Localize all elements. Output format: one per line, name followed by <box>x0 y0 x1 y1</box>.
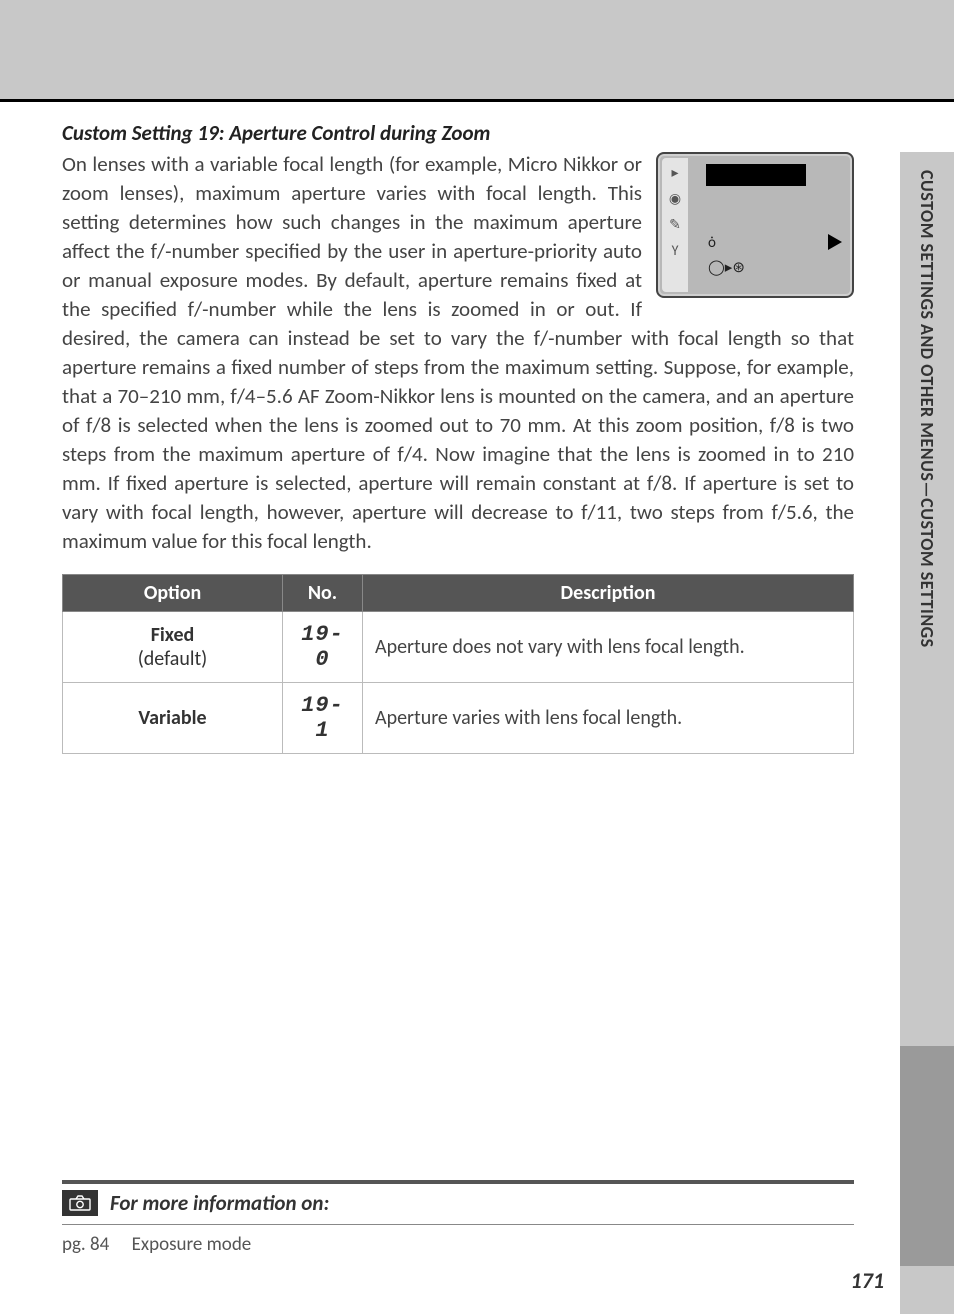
section-heading: Custom Setting 19: Aperture Control duri… <box>62 120 854 146</box>
footer-title: For more information on: <box>110 1190 329 1216</box>
table-row: Fixed (default) 19-0 Aperture does not v… <box>63 611 854 682</box>
top-gray-band <box>0 0 954 102</box>
table-header-row: Option No. Description <box>63 574 854 611</box>
camera-icon <box>62 1190 98 1216</box>
cell-desc: Aperture does not vary with lens focal l… <box>363 611 854 682</box>
footer-block: For more information on: pg. 84 Exposure… <box>62 1180 854 1256</box>
cell-option: Fixed (default) <box>63 611 283 682</box>
option-main: Variable <box>138 706 206 730</box>
option-main: Fixed <box>151 623 195 647</box>
lcd-pencil-icon: ✎ <box>666 216 684 234</box>
lcd-row-2: ȯ <box>708 234 716 252</box>
side-tab-dark <box>900 1046 954 1266</box>
options-table: Option No. Description Fixed (default) 1… <box>62 574 854 754</box>
cell-no: 19-1 <box>283 682 363 753</box>
cell-desc: Aperture varies with lens focal length. <box>363 682 854 753</box>
lcd-title-bar <box>706 164 806 186</box>
lcd-icon-column: ▸ ◉ ✎ Y <box>662 158 688 292</box>
page-number: 171 <box>851 1267 884 1294</box>
lcd-camera-icon: ◉ <box>666 190 684 208</box>
table-row: Variable 19-1 Aperture varies with lens … <box>63 682 854 753</box>
lcd-screenshot: ▸ ◉ ✎ Y ȯ ◯▸⊛ <box>656 152 854 298</box>
body-wrap: ▸ ◉ ✎ Y ȯ ◯▸⊛ On lenses with a variable … <box>62 150 854 556</box>
side-tab-label: CUSTOM SETTINGS AND OTHER MENUS—CUSTOM S… <box>916 170 938 648</box>
footer-rule-thin <box>62 1224 854 1225</box>
option-sub: (default) <box>75 647 270 671</box>
lcd-play-icon: ▸ <box>666 164 684 182</box>
th-option: Option <box>63 574 283 611</box>
lcd-arrow-icon <box>828 234 842 250</box>
page-content: Custom Setting 19: Aperture Control duri… <box>62 120 854 754</box>
th-no: No. <box>283 574 363 611</box>
footer-reference: pg. 84 Exposure mode <box>62 1233 854 1256</box>
footer-ref-page: pg. 84 <box>62 1233 109 1256</box>
lcd-setup-icon: Y <box>666 242 684 260</box>
th-description: Description <box>363 574 854 611</box>
footer-heading-row: For more information on: <box>62 1184 854 1222</box>
lcd-row-3: ◯▸⊛ <box>708 258 745 277</box>
cell-no: 19-0 <box>283 611 363 682</box>
footer-ref-text: Exposure mode <box>132 1233 252 1256</box>
cell-option: Variable <box>63 682 283 753</box>
